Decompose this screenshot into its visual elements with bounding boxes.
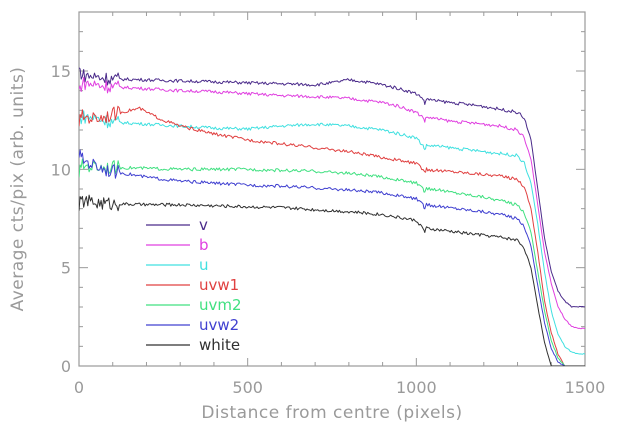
series-line-b <box>79 76 585 330</box>
series-group <box>79 67 585 366</box>
legend-label-uvw1: uvw1 <box>199 276 239 294</box>
y-tick-label: 15 <box>51 62 71 81</box>
legend-label-uvw2: uvw2 <box>199 316 239 334</box>
legend: vbu uvw1 uvm2 uvw2 white <box>146 216 242 354</box>
series-line-white <box>79 194 585 366</box>
legend-label-uvm2: uvm2 <box>199 296 242 314</box>
series-line-v <box>79 67 585 308</box>
y-tick-label: 0 <box>61 357 71 376</box>
legend-label-u: u <box>199 256 209 274</box>
axis-ticks: 0 500 1000 1500 0 5 10 15 <box>51 11 606 397</box>
y-axis-title: Average cts/pix (arb. units) <box>8 67 28 312</box>
x-tick-label: 0 <box>74 378 84 397</box>
legend-label-v: v <box>199 216 208 234</box>
x-axis-title: Distance from centre (pixels) <box>201 403 462 423</box>
series-line-uvm2 <box>79 158 585 366</box>
legend-label-b: b <box>199 236 209 254</box>
x-tick-label: 1000 <box>396 378 437 397</box>
series-line-uvw2 <box>79 149 585 366</box>
legend-label-white: white <box>199 336 240 354</box>
x-tick-label: 1500 <box>565 378 606 397</box>
series-line-uvw1 <box>79 105 585 366</box>
y-tick-label: 5 <box>61 259 71 278</box>
x-tick-label: 500 <box>232 378 263 397</box>
series-line-u <box>79 110 585 355</box>
y-tick-label: 10 <box>51 160 71 179</box>
